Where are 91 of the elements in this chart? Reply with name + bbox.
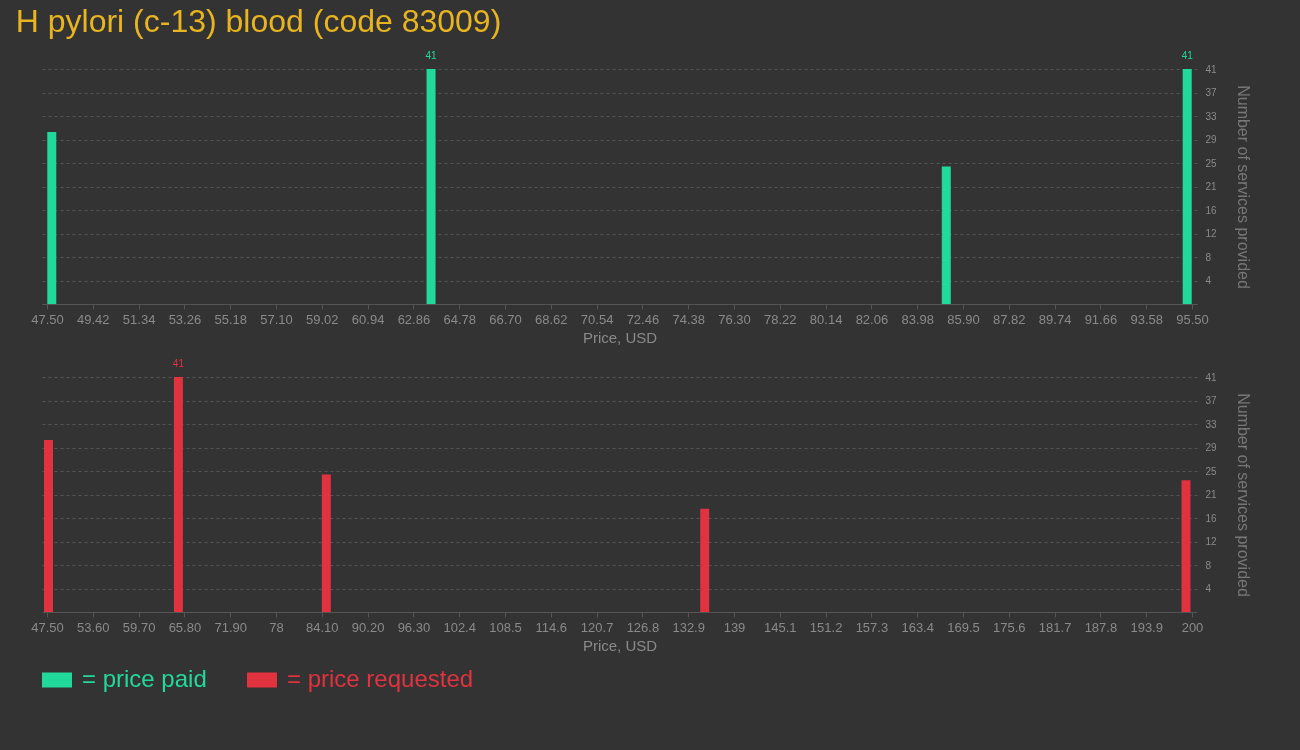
y-tick-label: 29 (1205, 134, 1218, 145)
x-tick-label: 53.60 (77, 619, 110, 635)
y-tick-label: 4 (1205, 583, 1212, 594)
x-tick-label: 96.30 (397, 619, 431, 635)
x-tick-label: 85.90 (947, 311, 980, 327)
y-tick-label: 16 (1205, 204, 1218, 216)
x-tick-label: 91.66 (1084, 311, 1118, 327)
x-tick-label: 175.6 (993, 619, 1026, 635)
x-tick-label: 49.42 (77, 311, 110, 327)
x-tick-label: 90.20 (351, 619, 385, 635)
bar (47, 132, 57, 304)
x-tick-label: 193.9 (1130, 619, 1163, 635)
y-tick-label: 41 (1205, 371, 1218, 383)
bar (426, 69, 436, 304)
x-tick-label: 139 (723, 619, 746, 635)
y-tick-label: 33 (1205, 418, 1218, 430)
x-tick-label: 120.7 (580, 619, 614, 635)
x-tick-label: 181.7 (1038, 619, 1072, 635)
y-tick-label: 29 (1205, 442, 1218, 453)
x-tick-label: 47.50 (31, 619, 64, 635)
x-tick-label: 66.70 (489, 311, 522, 327)
bar (700, 508, 710, 612)
x-axis-title: Price, USD (582, 636, 658, 654)
x-tick-label: 83.98 (901, 311, 934, 327)
legend-label: = price paid (82, 665, 207, 692)
x-tick-label: 57.10 (260, 311, 293, 327)
x-tick-label: 70.54 (580, 311, 614, 327)
x-tick-label: 95.50 (1176, 311, 1209, 327)
x-tick-label: 76.30 (718, 311, 751, 327)
x-tick-label: 108.5 (489, 619, 522, 635)
x-tick-label: 78 (269, 619, 284, 635)
x-tick-label: 72.46 (626, 311, 660, 327)
x-tick-label: 62.86 (397, 311, 431, 327)
x-tick-label: 82.06 (855, 311, 889, 327)
x-tick-label: 74.38 (672, 311, 705, 327)
x-tick-label: 93.58 (1130, 311, 1163, 327)
x-tick-label: 87.82 (993, 311, 1026, 327)
x-tick-label: 53.26 (168, 311, 202, 327)
x-tick-label: 169.5 (947, 619, 980, 635)
x-axis-title: Price, USD (582, 328, 658, 346)
y-tick-label: 21 (1205, 181, 1218, 192)
y-tick-label: 16 (1205, 512, 1218, 524)
x-tick-label: 51.34 (122, 311, 156, 327)
y-tick-label: 4 (1205, 275, 1212, 286)
x-tick-label: 157.3 (855, 619, 889, 635)
x-tick-label: 84.10 (306, 619, 339, 635)
y-tick-label: 25 (1205, 465, 1218, 477)
y-axis-title: Number of services provided (1234, 85, 1252, 289)
bar (1181, 480, 1191, 612)
data-label: 41 (425, 50, 438, 61)
x-tick-label: 59.02 (306, 311, 339, 327)
x-tick-label: 65.80 (168, 619, 202, 635)
y-tick-label: 8 (1205, 559, 1212, 571)
x-tick-label: 47.50 (31, 311, 64, 327)
x-tick-label: 59.70 (122, 619, 156, 635)
bar (941, 166, 951, 304)
x-tick-label: 64.78 (443, 311, 476, 327)
chart-title: H pylori (c-13) blood (code 83009) (15, 3, 502, 39)
x-tick-label: 151.2 (809, 619, 843, 635)
x-tick-label: 80.14 (809, 311, 843, 327)
x-tick-label: 89.74 (1038, 311, 1072, 327)
x-tick-label: 126.8 (626, 619, 660, 635)
legend-label: = price requested (287, 665, 474, 692)
x-tick-label: 68.62 (535, 311, 568, 327)
y-tick-label: 12 (1205, 536, 1218, 547)
y-tick-label: 8 (1205, 251, 1212, 263)
x-tick-label: 78.22 (764, 311, 797, 327)
x-tick-label: 132.9 (672, 619, 705, 635)
bar (321, 474, 331, 612)
bar (1182, 69, 1192, 304)
x-tick-label: 145.1 (764, 619, 797, 635)
bar (173, 377, 183, 612)
y-tick-label: 25 (1205, 157, 1218, 169)
y-tick-label: 37 (1205, 395, 1218, 406)
data-label: 41 (172, 358, 185, 369)
x-tick-label: 60.94 (351, 311, 385, 327)
y-tick-label: 41 (1205, 63, 1218, 75)
x-tick-label: 55.18 (214, 311, 247, 327)
y-tick-label: 37 (1205, 87, 1218, 98)
data-label: 41 (1181, 50, 1194, 61)
y-tick-label: 12 (1205, 228, 1218, 239)
x-tick-label: 71.90 (214, 619, 247, 635)
y-tick-label: 21 (1205, 489, 1218, 500)
x-tick-label: 187.8 (1084, 619, 1118, 635)
x-tick-label: 200 (1181, 619, 1204, 635)
x-tick-label: 102.4 (443, 619, 476, 635)
y-axis-title: Number of services provided (1234, 393, 1252, 597)
bar (44, 440, 53, 612)
x-tick-label: 114.6 (535, 619, 568, 635)
x-tick-label: 163.4 (901, 619, 934, 635)
y-tick-label: 33 (1205, 110, 1218, 122)
